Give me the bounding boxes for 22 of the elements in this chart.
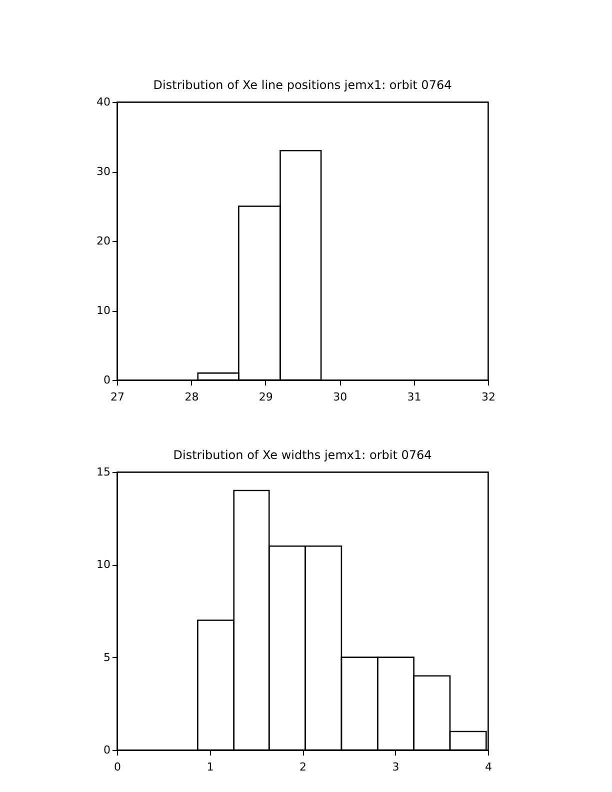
x-tick-label: 32 (482, 390, 496, 404)
chart-title: Distribution of Xe widths jemx1: orbit 0764 (173, 448, 432, 462)
x-tick-label: 27 (110, 390, 124, 404)
x-tick-label: 3 (392, 760, 400, 774)
chart-title: Distribution of Xe line positions jemx1: orbit 0764 (153, 78, 452, 92)
y-tick-label: 10 (96, 558, 110, 572)
y-tick-label: 0 (104, 374, 110, 386)
y-tick-label: 30 (96, 165, 110, 178)
x-tick-label: 2 (300, 760, 306, 774)
x-tick-label: 28 (184, 390, 199, 404)
y-tick-label: 40 (96, 96, 110, 108)
x-tick-label: 4 (485, 760, 492, 774)
x-tick-label: 0 (114, 760, 121, 774)
y-tick-label: 15 (96, 466, 110, 478)
y-tick-label: 0 (104, 744, 110, 756)
x-tick-label: 1 (206, 760, 214, 774)
x-tick-label: 31 (407, 390, 422, 404)
y-tick-label: 10 (96, 304, 110, 317)
y-tick-label: 5 (104, 650, 110, 664)
x-tick-label: 29 (258, 390, 273, 404)
y-tick-label: 20 (96, 234, 110, 248)
x-tick-label: 30 (333, 390, 348, 404)
